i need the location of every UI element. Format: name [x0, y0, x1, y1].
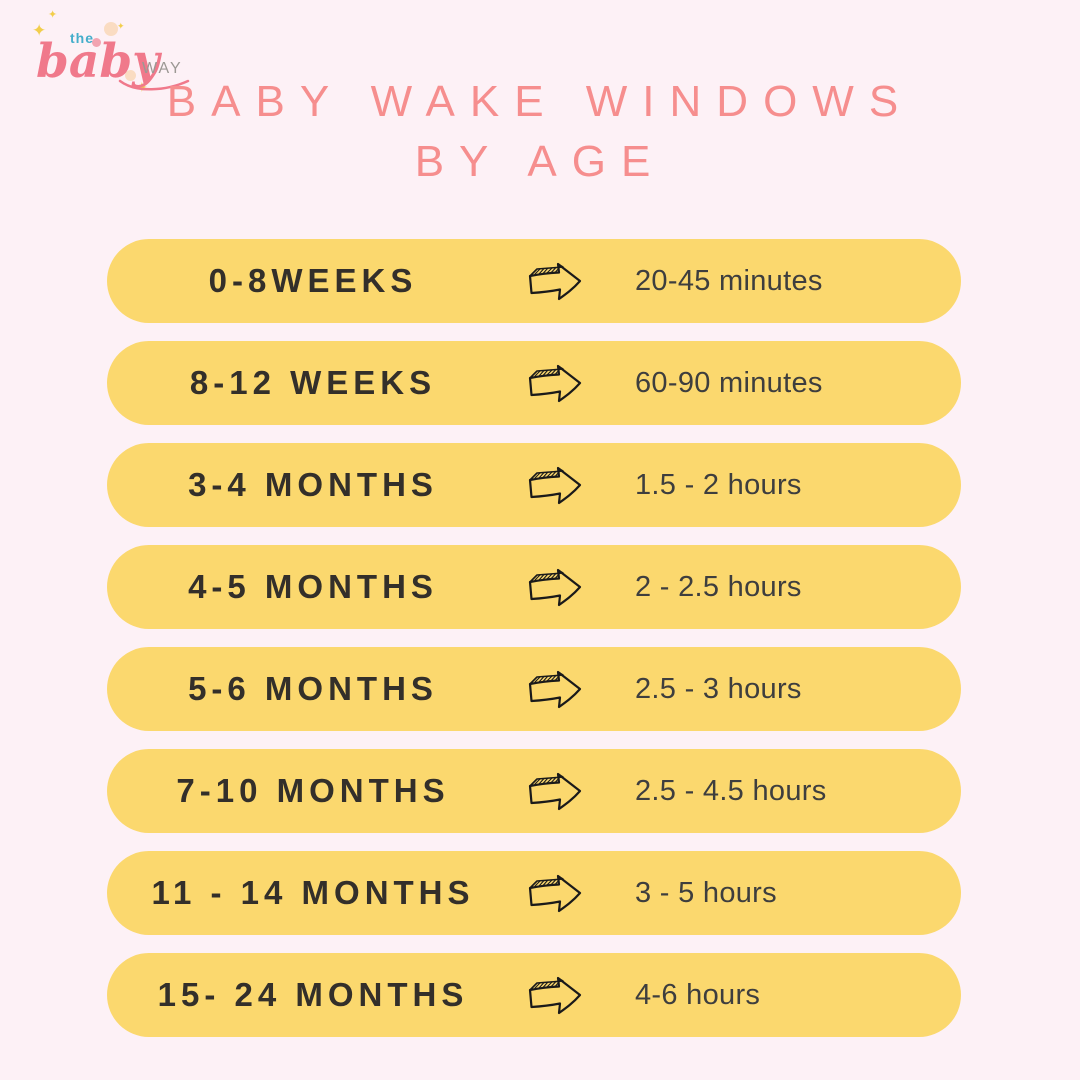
table-row: 3-4 MONTHS 1.5 - 2 hours	[107, 443, 961, 527]
pink-dot	[92, 38, 101, 47]
table-row: 7-10 MONTHS 2.5 - 4.5 hours	[107, 749, 961, 833]
sparkle-icon: ✦	[136, 79, 148, 95]
table-row: 15- 24 MONTHS 4-6 hours	[107, 953, 961, 1037]
arrow-right-icon	[519, 360, 591, 406]
age-label: 7-10 MONTHS	[176, 772, 450, 809]
table-row: 5-6 MONTHS 2.5 - 3 hours	[107, 647, 961, 731]
age-label: 11 - 14 MONTHS	[151, 874, 475, 911]
duration-label: 20-45 minutes	[635, 264, 823, 297]
peach-dot	[104, 22, 118, 36]
table-row: 11 - 14 MONTHS 3 - 5 hours	[107, 851, 961, 935]
age-label: 0-8WEEKS	[208, 262, 418, 299]
duration-label: 2 - 2.5 hours	[635, 570, 802, 603]
duration-label: 2.5 - 3 hours	[635, 672, 802, 705]
arrow-right-icon	[519, 564, 591, 610]
page-title-line2: BY AGE	[414, 137, 666, 186]
brand-logo: ✦ ✦ ✦ ✦ the baby WAY	[20, 10, 200, 120]
duration-label: 4-6 hours	[635, 978, 761, 1011]
arrow-right-icon	[519, 666, 591, 712]
logo-word-baby: baby	[36, 34, 160, 89]
age-label: 5-6 MONTHS	[188, 670, 438, 707]
sparkle-icon: ✦	[48, 9, 58, 21]
sparkle-icon: ✦	[32, 21, 47, 40]
duration-label: 3 - 5 hours	[635, 876, 777, 909]
page-title: BABY WAKE WINDOWS BY AGE	[0, 72, 1080, 192]
duration-label: 2.5 - 4.5 hours	[635, 774, 827, 807]
age-label: 15- 24 MONTHS	[157, 976, 469, 1013]
age-label: 4-5 MONTHS	[188, 568, 438, 605]
duration-label: 60-90 minutes	[635, 366, 823, 399]
arrow-right-icon	[519, 870, 591, 916]
page-title-line1: BABY WAKE WINDOWS	[166, 77, 914, 126]
logo-word-way: WAY	[142, 60, 183, 77]
table-row: 0-8WEEKS 20-45 minutes	[107, 239, 961, 323]
arrow-right-icon	[519, 462, 591, 508]
peach-dot	[125, 70, 136, 81]
arrow-right-icon	[519, 972, 591, 1018]
age-label: 3-4 MONTHS	[188, 466, 438, 503]
sparkle-icon: ✦	[117, 21, 125, 31]
wake-windows-table: 0-8WEEKS 20-45 minutes 8-12 WEEKS 60-90 …	[107, 239, 961, 1055]
duration-label: 1.5 - 2 hours	[635, 468, 802, 501]
age-label: 8-12 WEEKS	[189, 364, 437, 401]
arrow-right-icon	[519, 768, 591, 814]
logo-swirl-flourish	[118, 79, 190, 91]
logo-word-the: the	[70, 30, 94, 46]
table-row: 4-5 MONTHS 2 - 2.5 hours	[107, 545, 961, 629]
table-row: 8-12 WEEKS 60-90 minutes	[107, 341, 961, 425]
arrow-right-icon	[519, 258, 591, 304]
